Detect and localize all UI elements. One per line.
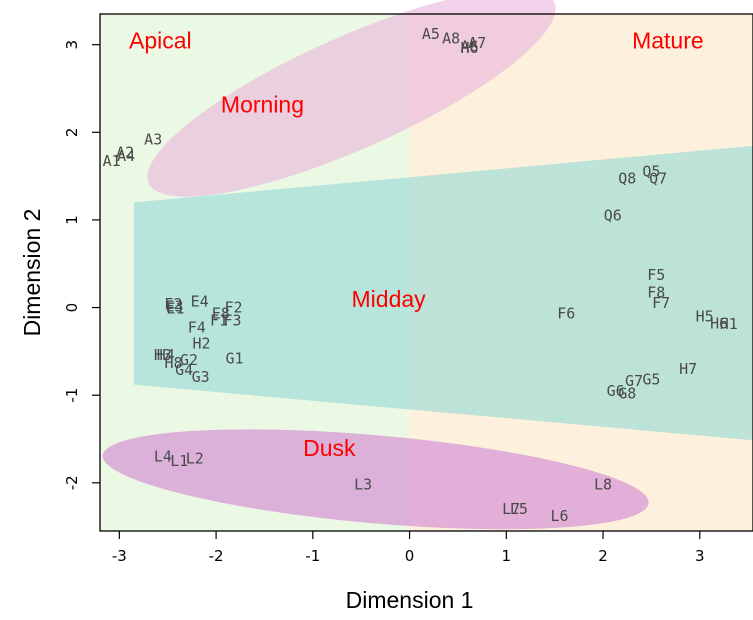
x-tick-label-1: 1 <box>502 547 512 565</box>
x-tick-label-0: 0 <box>405 547 415 565</box>
point-label-f5: F5 <box>647 266 665 284</box>
point-label-l2: L2 <box>186 449 204 467</box>
point-label-a6: A6 <box>461 37 479 55</box>
point-label-g6: G6 <box>607 382 625 400</box>
point-label-f3: F3 <box>224 312 242 330</box>
point-label-q8: Q8 <box>618 170 636 188</box>
x-tick-label-3: 3 <box>695 547 705 565</box>
point-label-e2: E2 <box>164 295 182 313</box>
point-label-h7: H7 <box>679 360 697 378</box>
region-label-dusk: Dusk <box>303 435 356 461</box>
point-label-f7: F7 <box>652 294 670 312</box>
point-label-l5: L5 <box>510 500 528 518</box>
x-axis: -3 -2 -1 0 1 2 3 <box>112 531 705 565</box>
point-label-a4: A4 <box>117 147 135 165</box>
point-label-e3: E3 <box>165 298 183 316</box>
point-label-l8: L8 <box>594 476 612 494</box>
point-label-l7: L7 <box>502 500 520 518</box>
y-tick-label-3: 3 <box>63 40 81 50</box>
point-label-e8: E8 <box>212 305 230 323</box>
y-axis: -2 -1 0 1 2 3 <box>63 40 100 490</box>
point-label-q6: Q6 <box>604 207 622 225</box>
morning-region <box>147 0 556 197</box>
point-label-f2: F2 <box>224 299 242 317</box>
point-label-h6: H6 <box>461 39 479 57</box>
plot-frame <box>99 13 753 532</box>
point-label-h2: H2 <box>193 334 211 352</box>
region-labels: Apical Mature Morning Midday Dusk <box>129 27 704 460</box>
point-label-g5: G5 <box>642 370 660 388</box>
point-label-h8: H8 <box>164 354 182 372</box>
point-label-a7: A7 <box>468 34 486 52</box>
point-label-l3: L3 <box>354 476 372 494</box>
point-label-q5: Q5 <box>642 163 660 181</box>
region-label-morning: Morning <box>221 91 304 117</box>
point-label-l4: L4 <box>154 448 172 466</box>
point-label-a1: A1 <box>103 152 121 170</box>
dusk-region <box>102 429 649 530</box>
point-label-g1: G1 <box>225 349 243 367</box>
point-label-h3: H3 <box>154 346 172 364</box>
x-axis-title: Dimension 1 <box>346 587 474 613</box>
point-label-h5: H5 <box>696 307 714 325</box>
point-label-f4: F4 <box>188 319 206 337</box>
point-label-a3: A3 <box>144 130 162 148</box>
x-tick-label--2: -2 <box>209 547 224 565</box>
point-label-a2: A2 <box>116 143 134 161</box>
x-tick-label--1: -1 <box>305 547 320 565</box>
point-label-f6: F6 <box>557 305 575 323</box>
region-label-midday: Midday <box>352 286 427 312</box>
region-label-mature: Mature <box>632 27 704 53</box>
point-label-l6: L6 <box>550 507 568 525</box>
point-label-a5: A5 <box>422 25 440 43</box>
point-label-h4: H4 <box>157 346 175 364</box>
y-tick-label--1: -1 <box>63 388 81 403</box>
y-tick-label-0: 0 <box>63 303 81 313</box>
point-label-q7: Q7 <box>649 170 667 188</box>
x-tick-label-2: 2 <box>598 547 608 565</box>
point-label-h6: H6 <box>710 314 728 332</box>
point-label-e1: E1 <box>166 299 184 317</box>
region-label-apical: Apical <box>129 27 192 53</box>
point-label-a8: A8 <box>442 30 460 48</box>
point-label-g2: G2 <box>180 351 198 369</box>
point-label-g4: G4 <box>175 361 193 379</box>
region-shapes <box>102 0 753 530</box>
point-label-f1: F1 <box>210 312 228 330</box>
point-label-e4: E4 <box>191 292 209 310</box>
y-tick-label-1: 1 <box>63 215 81 225</box>
midday-region <box>133 145 753 441</box>
point-label-g8: G8 <box>618 384 636 402</box>
point-label-g3: G3 <box>192 368 210 386</box>
y-tick-label--2: -2 <box>63 475 81 490</box>
point-label-h1: H1 <box>720 315 738 333</box>
point-label-f8: F8 <box>647 284 665 302</box>
x-tick-label--3: -3 <box>112 547 127 565</box>
y-tick-label-2: 2 <box>63 128 81 138</box>
point-label-g7: G7 <box>625 372 643 390</box>
point-label-l1: L1 <box>170 452 188 470</box>
y-axis-title: Dimension 2 <box>19 209 45 337</box>
